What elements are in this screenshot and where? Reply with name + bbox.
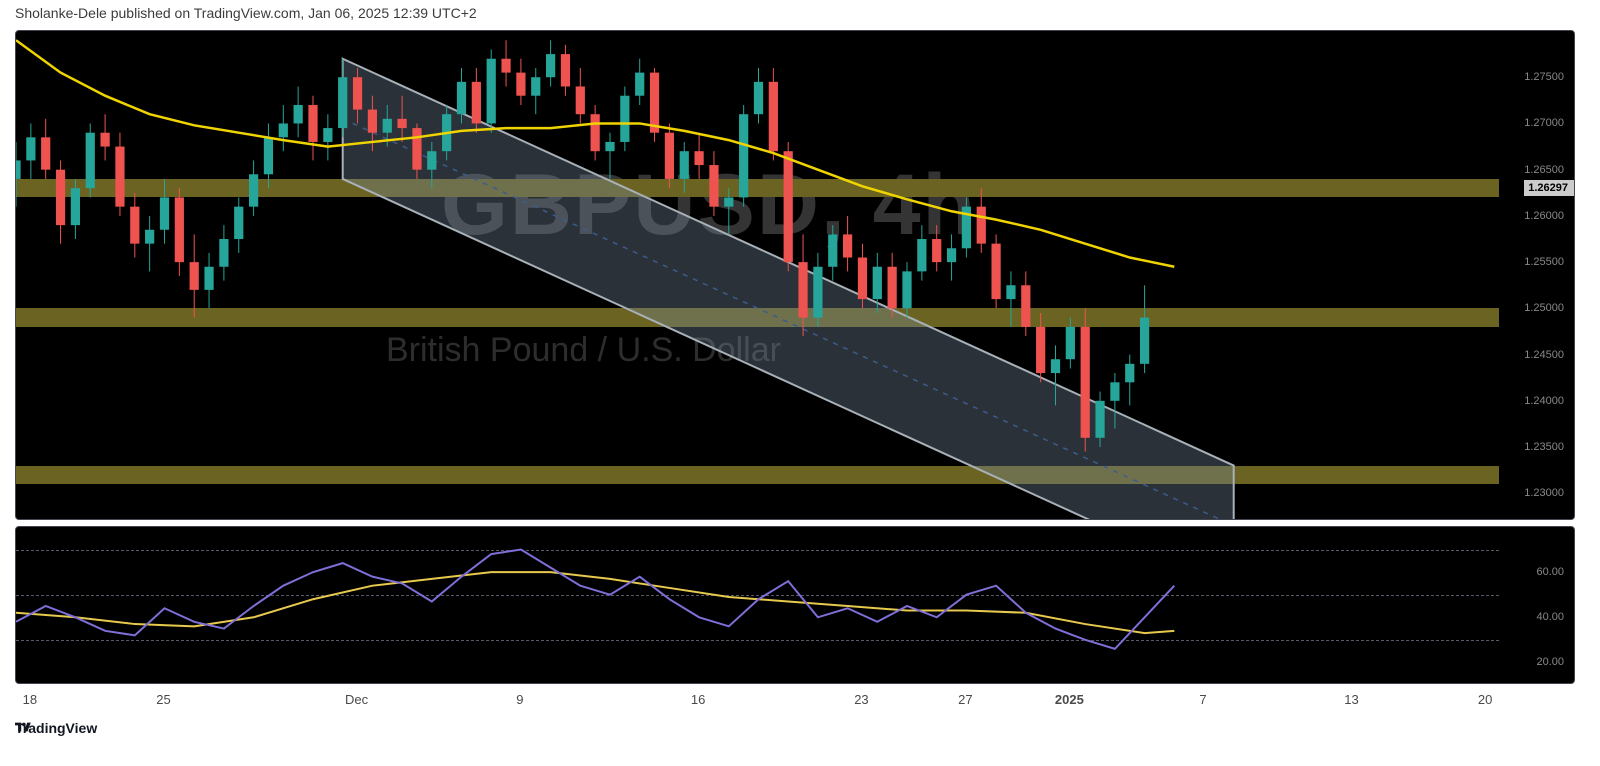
rsi-axis[interactable]: 60.00 40.00 20.00	[1499, 527, 1574, 683]
rsi-tick: 40.00	[1536, 611, 1564, 623]
price-chart[interactable]: USD GBPUSD, 4h British Pound / U.S. Doll…	[15, 30, 1575, 520]
rsi-signal-line	[16, 572, 1174, 633]
publish-header: Sholanke-Dele published on TradingView.c…	[15, 0, 477, 26]
time-tick: 25	[156, 692, 170, 707]
time-tick: 2025	[1055, 692, 1084, 707]
price-tick: 1.25000	[1524, 302, 1564, 314]
time-axis[interactable]: 18 25 Dec 9 16 23 27 2025 7 13 20	[15, 688, 1575, 712]
rsi-chart[interactable]: 60.00 40.00 20.00	[15, 526, 1575, 684]
time-tick: 18	[23, 692, 37, 707]
price-tick: 1.26500	[1524, 164, 1564, 176]
tradingview-logo-icon	[15, 720, 31, 736]
price-tick: 1.25500	[1524, 256, 1564, 268]
price-tick: 1.23000	[1524, 487, 1564, 499]
time-tick: 20	[1478, 692, 1492, 707]
price-axis[interactable]: 1.27500 1.27000 1.26500 1.26000 1.25500 1.250…	[1499, 31, 1574, 519]
time-tick: 13	[1344, 692, 1358, 707]
time-tick: 16	[691, 692, 705, 707]
rsi-tick: 20.00	[1536, 656, 1564, 668]
price-tick: 1.26000	[1524, 210, 1564, 222]
time-tick: 9	[516, 692, 523, 707]
time-tick: 27	[958, 692, 972, 707]
rsi-tick: 60.00	[1536, 566, 1564, 578]
time-tick: Dec	[345, 692, 368, 707]
publish-text: Sholanke-Dele published on TradingView.c…	[15, 5, 477, 21]
ma-price-tag: 1.26297	[1524, 180, 1574, 196]
price-tick: 1.23500	[1524, 441, 1564, 453]
rsi-value-line	[16, 550, 1174, 649]
price-tick: 1.24000	[1524, 395, 1564, 407]
time-tick: 23	[854, 692, 868, 707]
attribution-footer: TradingView	[15, 720, 97, 736]
price-tick: 1.24500	[1524, 349, 1564, 361]
moving-average-line	[16, 31, 1501, 520]
price-tick: 1.27000	[1524, 117, 1564, 129]
time-tick: 7	[1199, 692, 1206, 707]
price-tick: 1.27500	[1524, 71, 1564, 83]
rsi-series	[16, 527, 1501, 684]
